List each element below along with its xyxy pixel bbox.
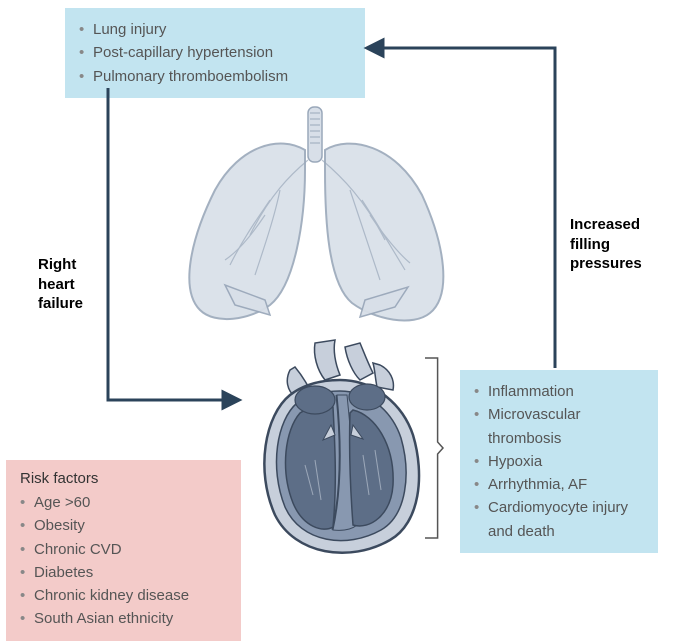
list-item: Arrhythmia, AF xyxy=(474,473,644,496)
list-item: Microvascular thrombosis xyxy=(474,403,644,450)
list-item: Cardiomyocyte injury and death xyxy=(474,496,644,543)
heart-icon xyxy=(245,335,425,565)
risk-factors-box: Risk factors Age >60 Obesity Chronic CVD… xyxy=(6,460,241,641)
heart-conditions-box: Inflammation Microvascular thrombosis Hy… xyxy=(460,370,658,553)
list-item: Chronic kidney disease xyxy=(20,584,227,607)
list-item: Inflammation xyxy=(474,380,644,403)
list-item: Age >60 xyxy=(20,491,227,514)
list-item: Hypoxia xyxy=(474,450,644,473)
lung-conditions-box: Lung injury Post-capillary hypertension … xyxy=(65,8,365,98)
increased-filling-pressures-label: Increasedfillingpressures xyxy=(570,215,642,274)
lung-conditions-list: Lung injury Post-capillary hypertension … xyxy=(79,18,351,88)
list-item: Pulmonary thromboembolism xyxy=(79,65,351,88)
list-item: Post-capillary hypertension xyxy=(79,41,351,64)
risk-factors-list: Age >60 Obesity Chronic CVD Diabetes Chr… xyxy=(20,491,227,631)
heart-conditions-list: Inflammation Microvascular thrombosis Hy… xyxy=(474,380,644,543)
right-heart-failure-label: Rightheartfailure xyxy=(38,255,83,314)
list-item: Chronic CVD xyxy=(20,538,227,561)
risk-factors-title: Risk factors xyxy=(20,470,227,487)
list-item: Lung injury xyxy=(79,18,351,41)
list-item: South Asian ethnicity xyxy=(20,607,227,630)
list-item: Obesity xyxy=(20,514,227,537)
heart-bracket xyxy=(425,358,443,538)
list-item: Diabetes xyxy=(20,561,227,584)
lungs-icon xyxy=(170,105,460,330)
